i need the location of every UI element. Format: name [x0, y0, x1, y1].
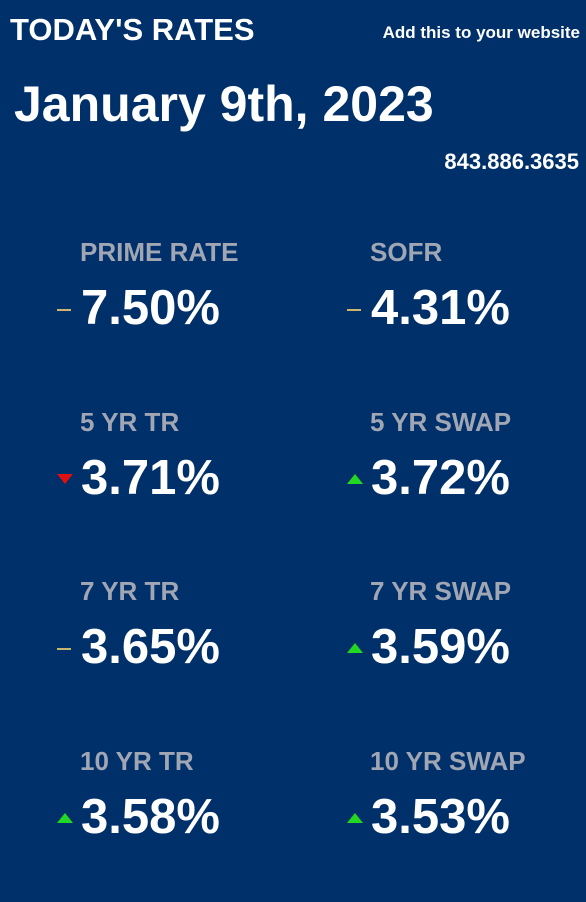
rate-value: 3.58% [81, 790, 220, 844]
rate-value: 3.72% [371, 451, 510, 505]
rate-label: 5 YR SWAP [370, 407, 512, 437]
rate-label: 7 YR SWAP [370, 576, 512, 606]
rate-10yr-swap: 10 YR SWAP 3.53% [345, 746, 586, 856]
trend-up-icon [345, 642, 363, 654]
rate-value: 7.50% [81, 281, 220, 335]
trend-up-icon [55, 812, 73, 824]
rate-7yr-tr: 7 YR TR 3.65% [55, 576, 315, 686]
trend-up-icon [345, 473, 363, 485]
rate-prime: PRIME RATE 7.50% [55, 237, 315, 347]
rate-sofr: SOFR 4.31% [345, 237, 586, 347]
rate-value: 3.71% [81, 451, 220, 505]
rates-date: January 9th, 2023 [14, 76, 434, 132]
trend-down-icon [55, 473, 73, 485]
trend-flat-icon [345, 303, 363, 315]
rate-7yr-swap: 7 YR SWAP 3.59% [345, 576, 586, 686]
rate-5yr-swap: 5 YR SWAP 3.72% [345, 407, 586, 517]
phone-number[interactable]: 843.886.3635 [444, 149, 579, 174]
trend-flat-icon [55, 642, 73, 654]
rate-label: 10 YR TR [80, 746, 194, 776]
add-to-website-link[interactable]: Add this to your website [382, 23, 580, 42]
page-title: TODAY'S RATES [10, 12, 255, 47]
rate-label: PRIME RATE [80, 237, 239, 267]
rate-label: 5 YR TR [80, 407, 180, 437]
rate-label: 7 YR TR [80, 576, 180, 606]
rate-label: SOFR [370, 237, 443, 267]
trend-up-icon [345, 812, 363, 824]
rate-5yr-tr: 5 YR TR 3.71% [55, 407, 315, 517]
trend-flat-icon [55, 303, 73, 315]
rate-10yr-tr: 10 YR TR 3.58% [55, 746, 315, 856]
rate-value: 3.53% [371, 790, 510, 844]
rate-value: 3.59% [371, 620, 510, 674]
rate-label: 10 YR SWAP [370, 746, 526, 776]
rate-value: 3.65% [81, 620, 220, 674]
rate-value: 4.31% [371, 281, 510, 335]
